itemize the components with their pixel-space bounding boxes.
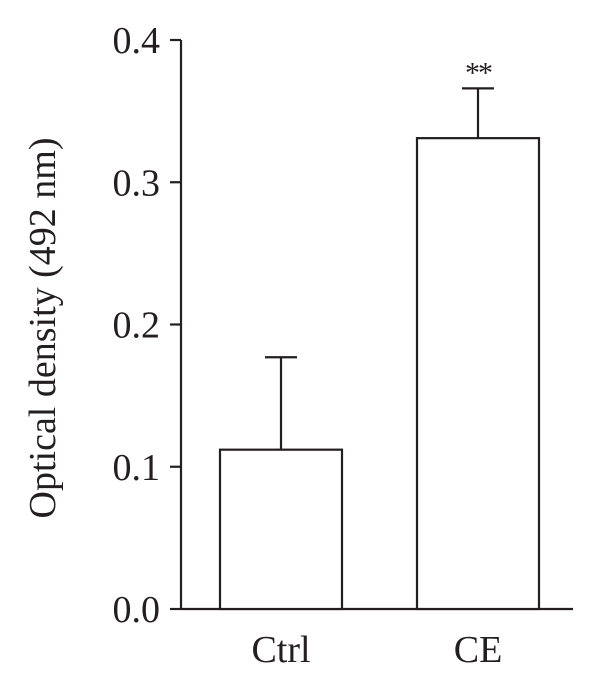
y-axis-label: Optical density (492 nm) <box>22 138 64 519</box>
bar-ctrl <box>218 448 344 611</box>
y-tick-label: 0.3 <box>113 162 161 204</box>
error-bars <box>265 87 494 450</box>
y-tick-label: 0.4 <box>113 20 161 62</box>
bar-ce <box>415 137 541 611</box>
x-tick-label: CE <box>454 629 503 671</box>
y-tick-label: 0.2 <box>113 305 161 347</box>
labels: 0.0 0.1 0.2 0.3 0.4 Ctrl CE ** <box>113 20 503 671</box>
y-tick-label: 0.1 <box>113 447 161 489</box>
y-tick-label: 0.0 <box>113 589 161 631</box>
bars <box>218 137 541 611</box>
x-tick-label: Ctrl <box>251 629 310 671</box>
significance-marker: ** <box>465 56 492 89</box>
